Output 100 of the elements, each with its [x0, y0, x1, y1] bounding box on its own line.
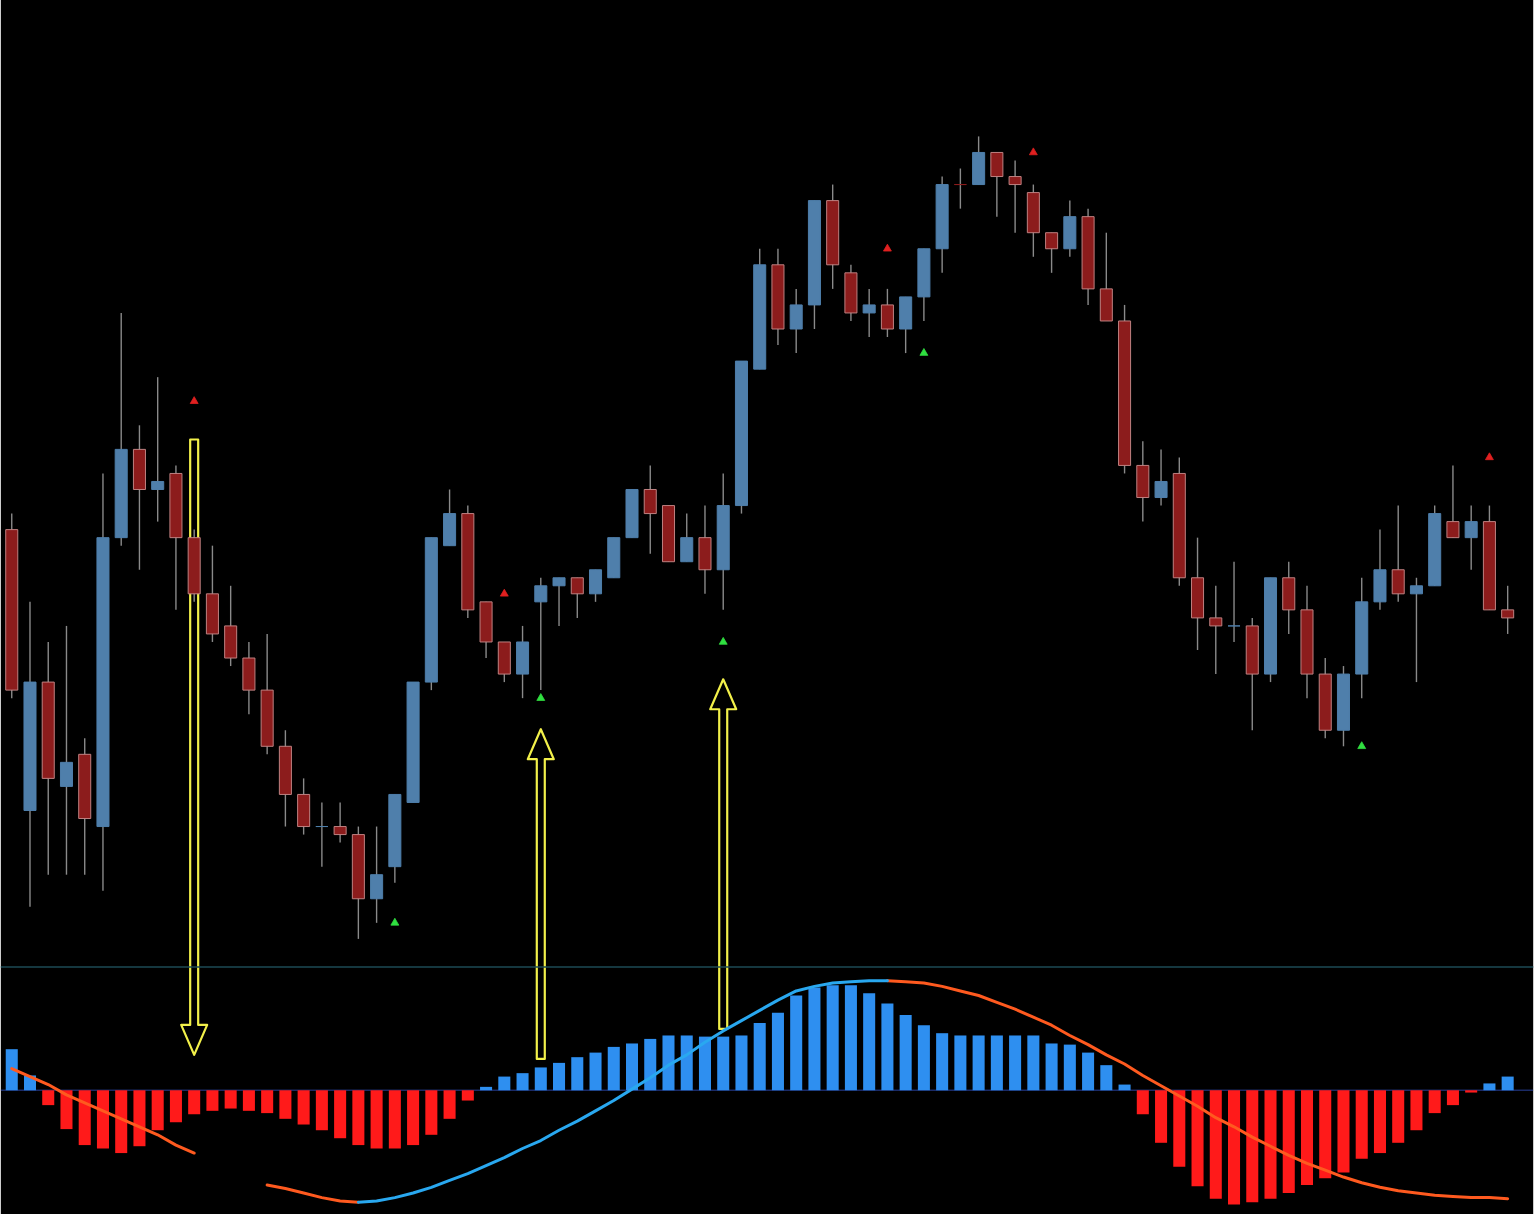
bar: [516, 1072, 529, 1090]
candlestick: [880, 287, 894, 338]
bar: [972, 1035, 985, 1090]
candlestick: [1045, 231, 1059, 274]
bar: [1100, 1064, 1113, 1090]
candlestick: [242, 640, 256, 715]
candlestick: [698, 504, 712, 595]
candlestick: [59, 624, 73, 876]
bar: [224, 1089, 237, 1109]
point: [883, 243, 892, 252]
point: [390, 917, 400, 926]
point: [919, 347, 929, 356]
candlestick: [497, 640, 511, 683]
point: [189, 395, 199, 404]
candlestick: [1154, 448, 1168, 506]
bar: [1082, 1052, 1095, 1090]
bar: [1246, 1089, 1259, 1202]
candlestick: [1464, 504, 1478, 571]
bar: [1392, 1089, 1405, 1143]
candlestick: [1099, 231, 1113, 322]
bar: [863, 992, 876, 1090]
bar: [954, 1035, 967, 1090]
bar: [279, 1089, 292, 1119]
bar: [1173, 1089, 1186, 1167]
candlestick: [972, 135, 986, 185]
point: [536, 692, 546, 701]
candlestick: [789, 287, 803, 354]
bar: [771, 1012, 784, 1090]
bar: [607, 1046, 620, 1090]
candlestick: [899, 295, 913, 354]
bar: [1009, 1035, 1022, 1090]
bar: [717, 1036, 730, 1090]
bar: [96, 1089, 109, 1149]
candlestick: [1063, 199, 1077, 258]
bar: [644, 1038, 657, 1090]
bar: [151, 1089, 164, 1130]
candlestick: [151, 376, 165, 522]
bar: [1319, 1089, 1332, 1178]
bar: [206, 1089, 219, 1111]
bar: [1446, 1089, 1459, 1105]
bar: [425, 1089, 438, 1135]
bar: [990, 1035, 1003, 1090]
candlestick: [607, 536, 621, 579]
candlestick: [1391, 504, 1405, 603]
bar: [1228, 1089, 1241, 1205]
candlestick: [297, 777, 311, 835]
bar: [133, 1089, 146, 1146]
bar: [461, 1089, 474, 1101]
bar: [1428, 1089, 1441, 1113]
candlestick: [953, 167, 967, 209]
candlestick: [1209, 584, 1223, 675]
candlestick: [205, 544, 219, 643]
bar: [115, 1089, 128, 1153]
bar: [188, 1089, 201, 1114]
candlestick: [1373, 528, 1387, 611]
bar: [352, 1089, 365, 1145]
bar: [1264, 1089, 1277, 1199]
bar: [443, 1089, 456, 1119]
bar: [1209, 1089, 1222, 1199]
candlestick: [443, 488, 457, 547]
bar: [42, 1089, 55, 1105]
point: [1028, 147, 1038, 155]
bar: [1410, 1089, 1423, 1130]
bar: [589, 1052, 602, 1090]
bar: [753, 1022, 766, 1090]
candlestick: [990, 151, 1004, 218]
candlestick: [643, 464, 657, 555]
bar: [534, 1067, 547, 1090]
bar: [1155, 1089, 1168, 1143]
candlestick: [1501, 584, 1515, 635]
bar: [334, 1089, 347, 1138]
candlestick: [589, 568, 603, 603]
bar: [1300, 1089, 1314, 1185]
point: [718, 636, 728, 645]
point: [499, 588, 509, 597]
candlestick: [1136, 440, 1150, 522]
bar: [808, 987, 821, 1090]
candlestick: [1191, 536, 1205, 651]
bar: [315, 1089, 328, 1130]
bar: [5, 1048, 18, 1090]
candlestick: [552, 576, 566, 627]
bar: [1337, 1089, 1350, 1173]
candlestick: [1227, 560, 1241, 643]
bar: [78, 1089, 91, 1145]
bar: [625, 1043, 639, 1090]
point: [1485, 452, 1494, 460]
candlestick: [1026, 183, 1040, 258]
candlestick: [479, 600, 493, 659]
candlestick: [1409, 576, 1423, 683]
candlestick: [370, 825, 384, 924]
candlestick: [1008, 159, 1022, 234]
bar: [1355, 1089, 1368, 1159]
bar: [242, 1089, 255, 1111]
bar: [571, 1056, 584, 1090]
bar: [735, 1035, 748, 1090]
bar: [297, 1089, 310, 1125]
bar: [1063, 1044, 1076, 1090]
bar: [1501, 1076, 1514, 1090]
candlestick: [1446, 464, 1460, 539]
bar: [680, 1035, 693, 1090]
